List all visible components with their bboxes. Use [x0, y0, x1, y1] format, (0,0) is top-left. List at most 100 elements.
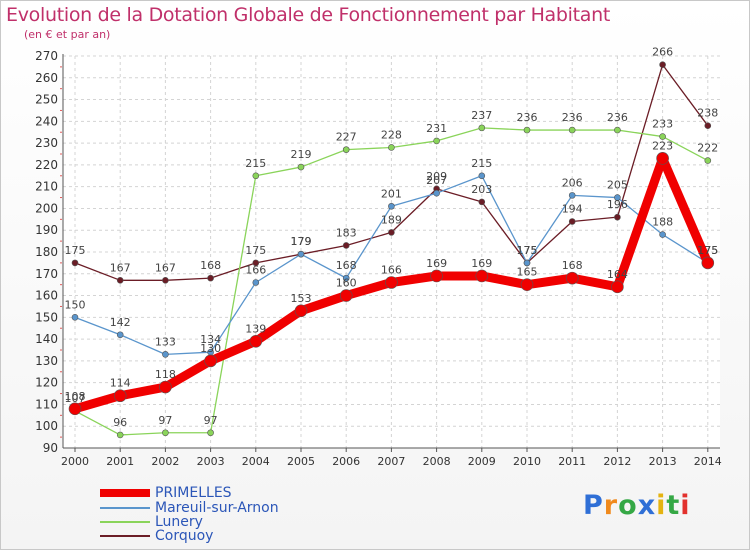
y-tick-label: 230 — [35, 136, 58, 150]
data-point-mareuil-sur-arnon — [433, 189, 440, 197]
data-label-mareuil-sur-arnon: 142 — [110, 316, 131, 329]
y-tick-label: 160 — [35, 289, 58, 303]
data-label-primelles: 160 — [336, 277, 357, 290]
legend-swatch-mareuil-sur-arnon — [100, 507, 150, 509]
legend-item-lunery: Lunery — [100, 515, 203, 529]
data-point-corquoy — [162, 277, 169, 284]
data-label-primelles: 130 — [200, 342, 221, 355]
data-point-primelles — [385, 276, 398, 289]
data-label-mareuil-sur-arnon: 166 — [245, 263, 266, 276]
data-point-corquoy — [116, 277, 124, 284]
data-point-lunery — [659, 133, 666, 140]
data-point-corquoy — [71, 259, 79, 267]
y-tick-label: 130 — [35, 354, 58, 368]
chart-subtitle: (en € et par an) — [24, 28, 111, 41]
data-point-primelles — [520, 278, 534, 291]
data-label-primelles: 153 — [291, 292, 312, 305]
data-point-primelles — [113, 389, 127, 403]
data-point-primelles — [339, 289, 353, 302]
axes: 90 100 110 120 130 140 150 160 170 180 190 200 210 22… — [35, 49, 722, 468]
data-point-mareuil-sur-arnon — [614, 194, 621, 201]
data-point-mareuil-sur-arnon — [116, 331, 124, 339]
x-tick-label: 2004 — [242, 455, 270, 468]
data-point-primelles — [249, 334, 263, 348]
data-label-primelles: 108 — [65, 390, 86, 403]
data-label-mareuil-sur-arnon: 175 — [517, 244, 538, 257]
data-point-primelles — [159, 380, 172, 394]
y-tick-label: 170 — [35, 267, 58, 281]
y-tick-label: 260 — [35, 71, 58, 85]
data-label-mareuil-sur-arnon: 215 — [471, 157, 492, 170]
data-label-lunery: 96 — [113, 416, 127, 429]
y-tick-label: 240 — [35, 114, 58, 128]
data-label-corquoy: 194 — [562, 203, 583, 216]
data-label-lunery: 236 — [517, 111, 538, 124]
x-tick-label: 2006 — [332, 455, 360, 468]
data-label-primelles: 169 — [426, 257, 447, 270]
x-tick-label: 2007 — [377, 455, 405, 468]
data-label-mareuil-sur-arnon: 205 — [607, 179, 628, 192]
data-label-lunery: 228 — [381, 128, 402, 141]
y-tick-label: 200 — [35, 201, 58, 215]
proxiti-logo: Proxiti — [583, 490, 691, 521]
data-point-primelles — [565, 271, 579, 285]
data-point-corquoy — [388, 229, 395, 236]
data-label-corquoy: 189 — [381, 213, 402, 226]
data-point-lunery — [704, 157, 712, 164]
x-tick-label: 2010 — [513, 455, 541, 468]
data-point-lunery — [297, 163, 305, 171]
legend-label-primelles: PRIMELLES — [155, 485, 232, 501]
data-point-lunery — [568, 126, 576, 134]
data-label-primelles: 168 — [562, 259, 583, 272]
data-label-corquoy: 266 — [652, 46, 673, 59]
data-label-lunery: 97 — [204, 414, 218, 427]
y-tick-label: 150 — [35, 310, 58, 324]
x-tick-label: 2011 — [558, 455, 586, 468]
data-point-primelles — [475, 269, 489, 283]
data-point-mareuil-sur-arnon — [162, 351, 169, 358]
data-point-lunery — [523, 126, 531, 134]
data-label-lunery: 236 — [607, 111, 628, 124]
data-point-corquoy — [478, 198, 486, 206]
legend-swatch-corquoy — [100, 535, 150, 537]
data-label-corquoy: 238 — [697, 107, 718, 120]
data-label-primelles: 139 — [245, 322, 266, 335]
data-point-mareuil-sur-arnon — [252, 279, 260, 286]
data-label-corquoy: 175 — [65, 244, 86, 257]
chart-title: Evolution de la Dotation Globale de Fonc… — [6, 4, 611, 26]
data-label-corquoy: 175 — [517, 244, 538, 257]
data-label-primelles: 118 — [155, 368, 176, 381]
data-point-primelles — [701, 256, 715, 270]
legend-label-mareuil-sur-arnon: Mareuil-sur-Arnon — [155, 500, 279, 516]
data-label-corquoy: 183 — [336, 226, 357, 239]
data-point-lunery — [116, 431, 124, 439]
data-label-primelles: 165 — [517, 266, 538, 279]
data-point-corquoy — [252, 259, 260, 267]
data-point-corquoy — [659, 61, 666, 69]
y-tick-label: 220 — [35, 158, 58, 172]
data-label-corquoy: 175 — [245, 244, 266, 257]
data-point-lunery — [388, 144, 395, 151]
data-label-corquoy: 167 — [110, 261, 131, 274]
data-label-corquoy: 196 — [607, 198, 628, 211]
y-tick-label: 120 — [35, 376, 58, 390]
x-tick-label: 2009 — [468, 455, 496, 468]
data-label-mareuil-sur-arnon: 134 — [200, 333, 221, 346]
data-label-lunery: 97 — [158, 414, 172, 427]
data-point-corquoy — [614, 213, 621, 221]
legend-item-mareuil-sur-arnon: Mareuil-sur-Arnon — [100, 501, 279, 515]
data-label-mareuil-sur-arnon: 133 — [155, 335, 176, 348]
y-tick-label: 180 — [35, 245, 58, 259]
x-tick-label: 2014 — [694, 455, 722, 468]
data-label-mareuil-sur-arnon: 179 — [291, 235, 312, 248]
data-point-primelles — [294, 304, 308, 318]
data-label-lunery: 222 — [697, 142, 718, 155]
data-point-lunery — [342, 146, 350, 153]
data-point-primelles — [204, 354, 217, 368]
data-labels: 175 167 167 168 175 179 183 189 209 203 175 194 196 2… — [65, 46, 719, 429]
data-point-primelles — [611, 280, 624, 294]
y-tick-label: 250 — [35, 93, 58, 107]
data-point-corquoy — [568, 218, 576, 225]
data-label-mareuil-sur-arnon: 188 — [652, 216, 673, 229]
data-point-mareuil-sur-arnon — [478, 172, 486, 180]
